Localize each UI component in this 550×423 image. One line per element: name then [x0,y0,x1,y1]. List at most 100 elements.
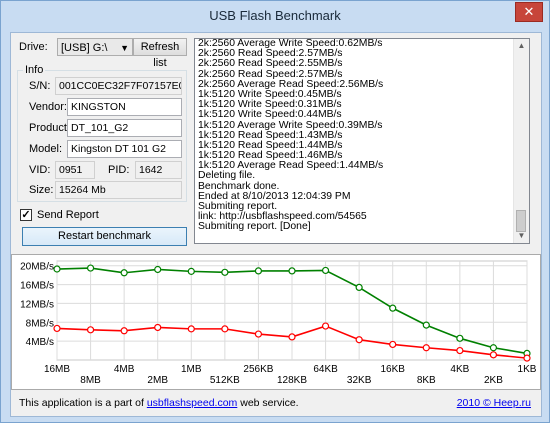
log-scrollbar[interactable]: ▲ ▼ [513,39,529,243]
drive-label: Drive: [19,41,48,53]
data-point [489,344,498,352]
model-field[interactable]: Kingston DT 101 G2 [67,140,182,158]
x-tick-label: 512KB [210,375,240,386]
footer-site-link[interactable]: usbflashspeed.com [146,397,238,409]
drive-select-value: [USB] G:\ [61,42,108,54]
data-point [523,354,531,362]
close-button[interactable]: ✕ [515,2,543,22]
info-group [17,70,187,202]
y-tick-label: 4MB/s [26,337,54,348]
data-point [221,268,229,276]
x-tick-label: 1KB [518,364,537,375]
log-line: 2k:2560 Read Speed:2.57MB/s [198,68,343,80]
data-point [254,267,263,275]
data-point [321,266,330,275]
data-point [221,325,229,333]
pid-field[interactable]: 1642 [135,161,182,179]
y-tick-label: 12MB/s [20,299,54,310]
log-line: 1k:5120 Write Speed:0.45MB/s [198,88,342,100]
data-point [456,334,464,342]
log-line: Submiting report. [198,201,278,212]
x-tick-label: 16MB [44,364,70,375]
data-point [355,336,363,344]
data-point [422,344,430,352]
data-point [120,269,128,277]
x-tick-label: 2KB [484,375,503,386]
sn-field[interactable]: 001CC0EC32F7F07157E01F15 [55,77,182,95]
data-point [187,267,195,275]
main-panel: Drive: [USB] G:\ ▼ Refresh list Info S/N… [10,32,542,417]
x-tick-label: 16KB [380,364,405,375]
log-textbox[interactable]: 2k:2560 Average Write Speed:0.62MB/s 2k:2… [194,38,530,244]
data-point [86,326,95,334]
refresh-list-button[interactable]: Refresh list [133,38,187,69]
data-point [254,330,263,338]
data-point [321,322,330,330]
size-field[interactable]: 15264 Mb [55,181,182,199]
log-line: Ended at 8/10/2013 12:04:39 PM [198,190,351,202]
data-point [120,327,128,335]
data-point [86,264,95,272]
data-point [422,321,430,329]
log-line: Submiting report. [Done] [198,221,311,233]
data-point [53,265,61,273]
x-tick-label: 8KB [417,375,436,386]
x-tick-label: 4MB [114,364,135,375]
speed-chart-panel: 20MB/s 16MB/s 12MB/s 8MB/s 4MB/s 16MB 8MB 4MB 2M… [11,254,541,390]
info-group-title: Info [23,64,46,76]
scroll-down-arrow-icon[interactable]: ▼ [517,231,526,240]
vid-field[interactable]: 0951 [55,161,95,179]
log-line: 1k:5120 Read Speed:1.43MB/s [198,129,343,141]
data-point [154,323,162,332]
x-tick-label: 64KB [313,364,338,375]
log-line: 1k:5120 Read Speed:1.44MB/s [198,139,343,151]
data-point [288,267,296,275]
product-field[interactable]: DT_101_G2 [67,119,182,137]
log-line: Benchmark done. [198,180,280,192]
data-point [154,265,162,274]
log-line: Deleting file. [198,170,256,182]
x-tick-label: 256KB [243,364,273,375]
log-line: 1k:5120 Average Read Speed:1.44MB/s [198,160,384,172]
data-point [355,283,363,292]
drive-select[interactable]: [USB] G:\ ▼ [57,38,133,56]
data-point [456,346,464,355]
x-tick-label: 4KB [450,364,469,375]
footer-text-before: This application is a part of [19,397,147,409]
log-line: link: http://usbflashspeed.com/54565 [198,211,367,223]
model-label: Model: [29,143,63,155]
send-report-checkbox[interactable]: ✓ [20,209,32,221]
log-line: 2k:2560 Read Speed:2.57MB/s [198,48,343,60]
log-line: 1k:5120 Read Speed:1.46MB/s [198,150,343,162]
footer-text-after: web service. [237,397,299,409]
data-point [288,333,296,341]
y-tick-label: 8MB/s [26,318,54,329]
x-tick-label: 128KB [277,375,307,386]
scroll-up-arrow-icon[interactable]: ▲ [517,41,526,50]
log-line: 1k:5120 Write Speed:0.31MB/s [198,99,342,111]
chevron-down-icon: ▼ [120,43,129,53]
sn-label: S/N: [29,80,51,92]
restart-benchmark-button[interactable]: Restart benchmark [22,227,187,246]
scroll-thumb[interactable] [516,210,526,232]
y-tick-label: 20MB/s [20,262,54,273]
log-line: 2k:2560 Average Write Speed:0.62MB/s [198,38,383,49]
vid-label: VID: [29,164,51,176]
log-line: 2k:2560 Read Speed:2.55MB/s [198,58,343,70]
data-point [389,304,397,312]
log-line: 1k:5120 Write Speed:0.44MB/s [198,109,342,121]
vendor-field[interactable]: KINGSTON [67,98,182,116]
data-point [187,325,195,333]
log-line: 1k:5120 Average Write Speed:0.39MB/s [198,119,383,131]
x-tick-label: 1MB [181,364,202,375]
data-point [53,324,61,333]
log-line: 2k:2560 Average Read Speed:2.56MB/s [198,78,384,90]
product-label: Product: [29,122,70,134]
y-tick-label: 16MB/s [20,281,54,292]
footer-text: This application is a part of usbflashsp… [19,397,299,409]
copyright-link[interactable]: 2010 © Heep.ru [456,397,531,409]
speed-chart: 20MB/s 16MB/s 12MB/s 8MB/s 4MB/s 16MB 8MB 4MB 2M… [20,260,537,386]
x-tick-label: 2MB [147,375,168,386]
log-lines: 2k:2560 Average Write Speed:0.62MB/s 2k:2… [198,39,510,233]
